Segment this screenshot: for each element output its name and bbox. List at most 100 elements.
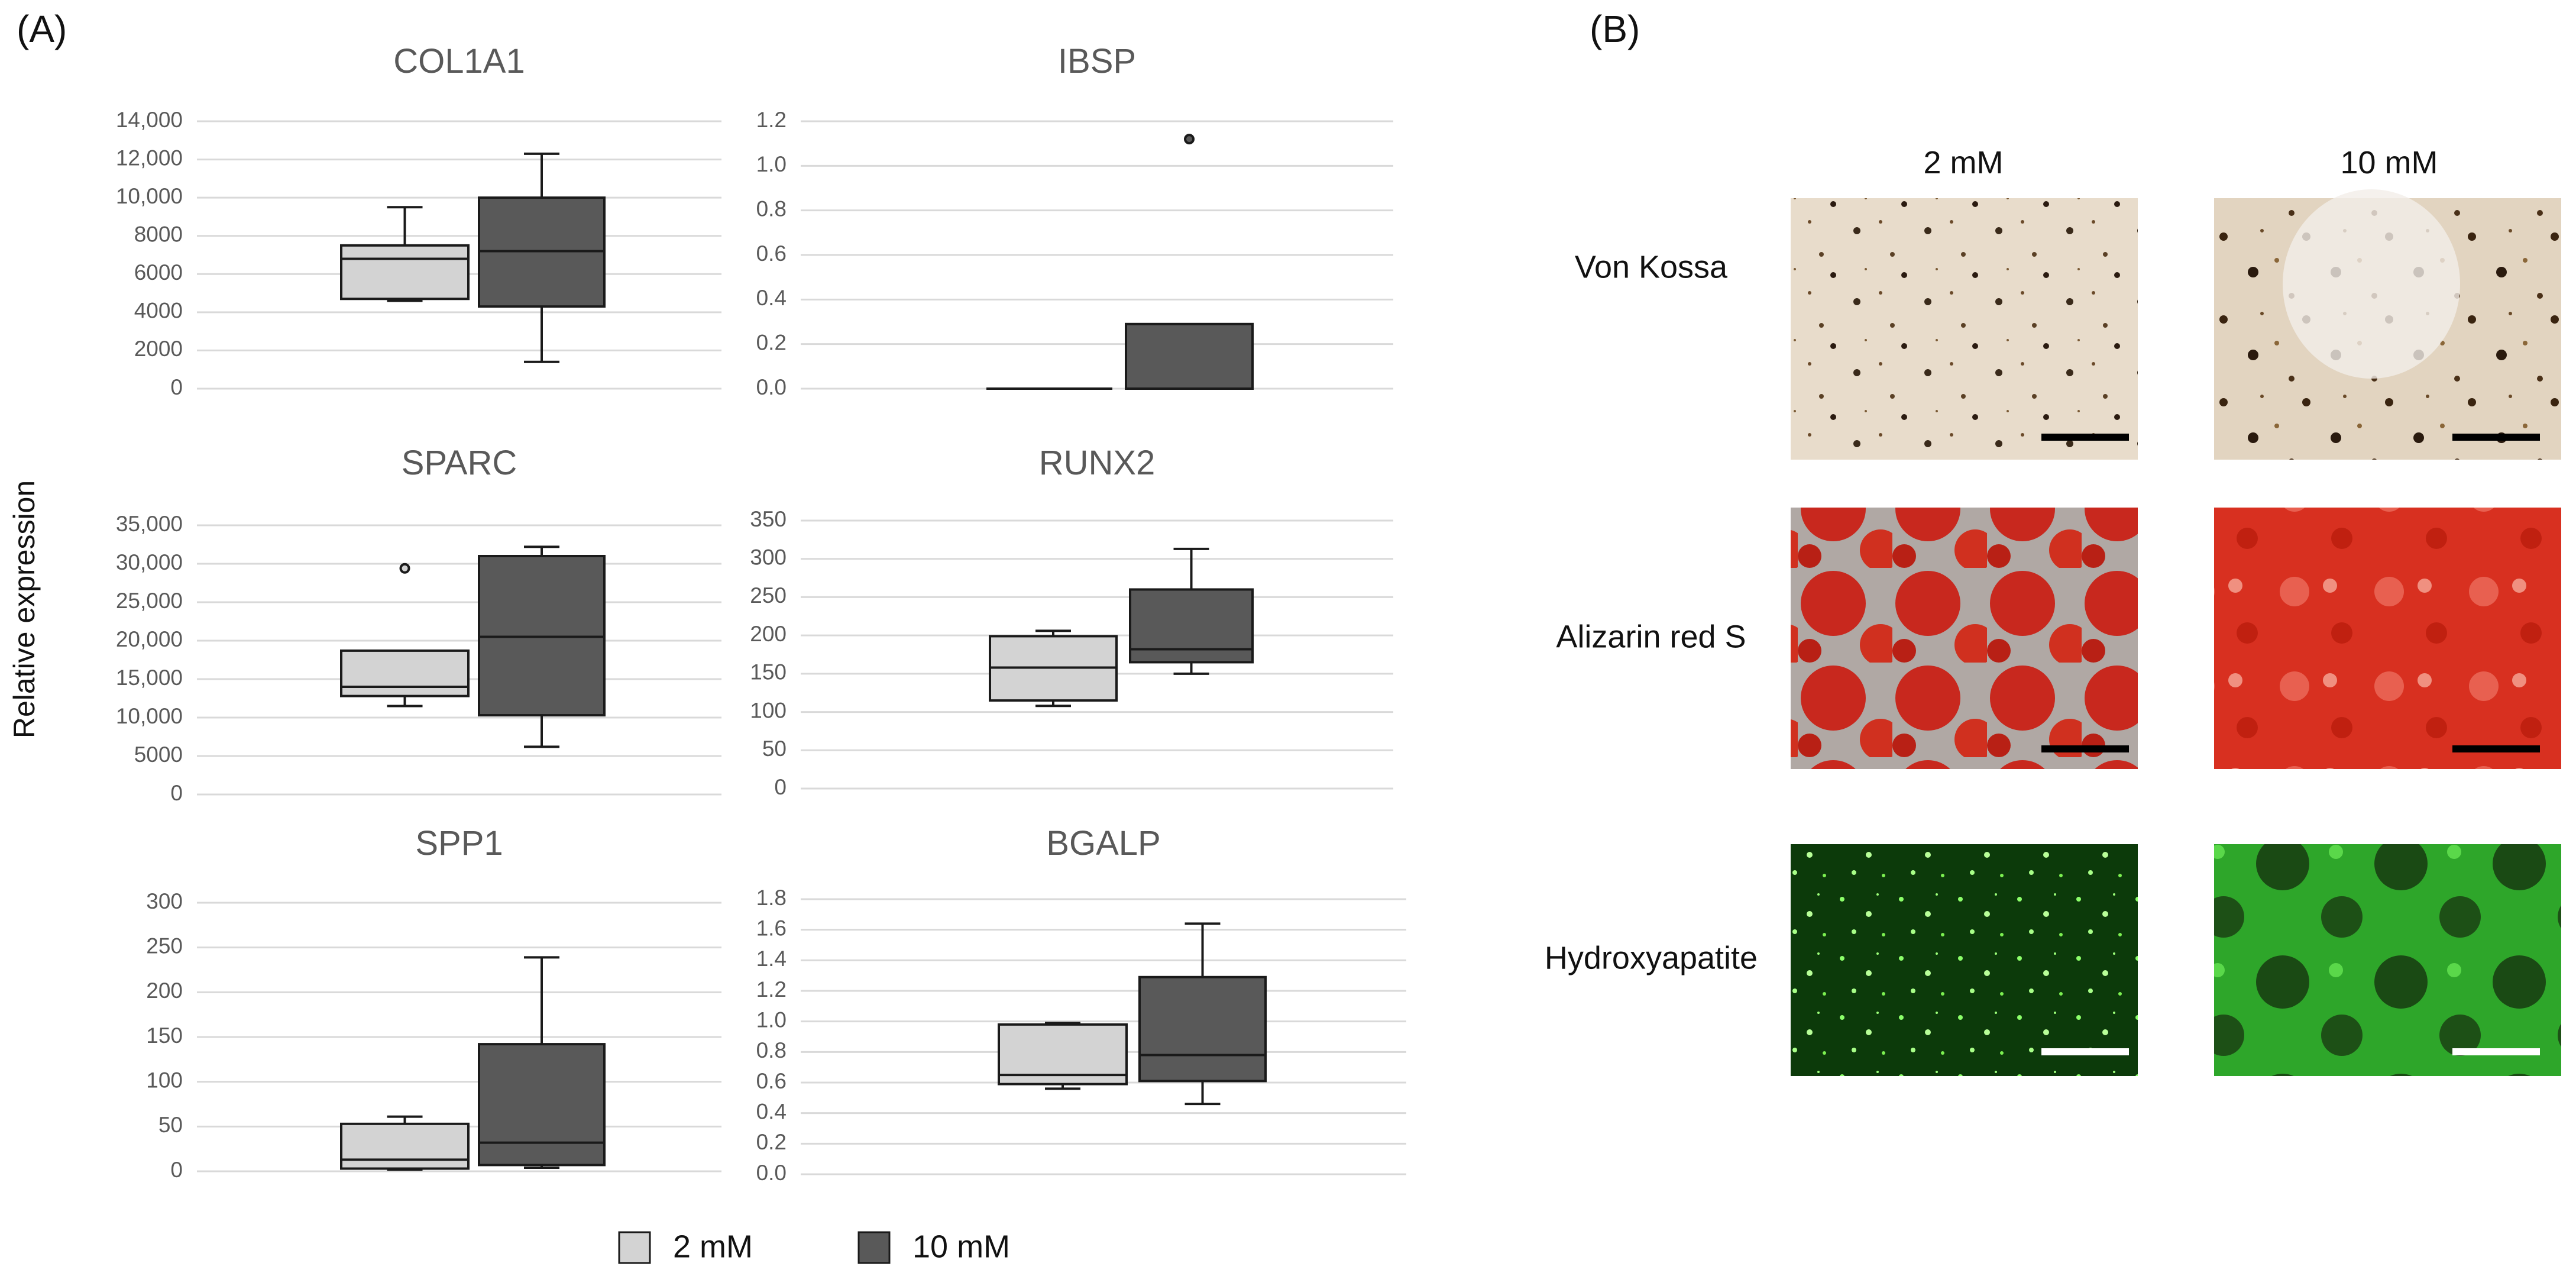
box-iqr	[478, 1043, 606, 1167]
legend-label-10mm: 10 mM	[912, 1229, 1010, 1264]
y-tick-label: 250	[146, 933, 183, 958]
micrograph-von-kossa-2mm	[1791, 198, 2138, 460]
y-tick-label: 0.8	[756, 196, 787, 221]
y-tick-label: 10,000	[116, 184, 183, 208]
y-tick-label: 100	[750, 698, 787, 722]
y-tick-label: 50	[158, 1113, 183, 1137]
row-label-hydroxyapatite: Hydroxyapatite	[1545, 940, 1758, 975]
chart-col1a1: COL1A1 0 2000 4000 6000 8000 10,000 12,000 14,00…	[116, 42, 721, 399]
row-label-alizarin-red-s: Alizarin red S	[1556, 619, 1746, 654]
box-iqr	[340, 649, 470, 697]
legend-label-2mm: 2 mM	[673, 1229, 753, 1264]
legend: 2 mM 10 mM	[618, 1229, 1010, 1264]
chart-bgalp: BGALP 0.0 0.2 0.4 0.6 0.8 1.0 1.2 1.4 1.6 1.8	[756, 824, 1406, 1185]
legend-swatch-2mm	[618, 1231, 651, 1264]
box-iqr	[1129, 588, 1254, 664]
y-tick-label: 0.0	[756, 1161, 787, 1185]
y-tick-label: 150	[750, 660, 787, 684]
y-tick-label: 350	[750, 507, 787, 531]
y-tick-label: 1.8	[756, 886, 787, 910]
y-tick-label: 0.6	[756, 241, 787, 266]
y-tick-label: 200	[750, 622, 787, 646]
y-tick-label: 2000	[134, 337, 183, 361]
y-tick-label: 12,000	[116, 146, 183, 170]
chart-title: SPP1	[415, 824, 503, 862]
y-tick-label: 1.4	[756, 946, 787, 971]
box-2mm	[340, 206, 470, 302]
y-tick-label: 35,000	[116, 512, 183, 536]
micrograph-alizarin-2mm	[1791, 508, 2138, 769]
y-tick-label: 25,000	[116, 589, 183, 613]
y-tick-label: 0.2	[756, 1130, 787, 1154]
micrograph-alizarin-10mm	[2214, 508, 2561, 769]
micrograph-panel: 2 mM 10 mM Von Kossa Alizarin red S Hydr…	[1545, 145, 2561, 1076]
y-tick-label: 30,000	[116, 550, 183, 574]
y-tick-label: 50	[762, 736, 787, 761]
y-tick-label: 200	[146, 978, 183, 1003]
box-10mm	[478, 545, 606, 748]
box-iqr	[340, 244, 470, 301]
micrograph-von-kossa-10mm	[2214, 189, 2561, 460]
row-label-von-kossa: Von Kossa	[1575, 249, 1728, 285]
y-tick-label: 1.2	[756, 977, 787, 1002]
micrograph-hydroxyapatite-2mm	[1791, 844, 2138, 1076]
box-10mm	[1125, 134, 1254, 390]
column-header-2mm: 2 mM	[1924, 145, 2004, 180]
y-tick-label: 0	[774, 775, 787, 799]
y-tick-label: 6000	[134, 260, 183, 285]
box-2mm	[340, 563, 470, 708]
scale-bar	[2452, 1048, 2540, 1055]
y-tick-label: 15,000	[116, 666, 183, 690]
scale-bar	[2041, 434, 2129, 441]
chart-title: SPARC	[402, 444, 517, 482]
y-tick-label: 0.6	[756, 1069, 787, 1093]
scale-bar	[2041, 745, 2129, 752]
scale-bar	[2452, 745, 2540, 752]
outlier-point	[399, 563, 410, 574]
y-tick-label: 5000	[134, 742, 183, 767]
y-tick-label: 300	[750, 545, 787, 569]
y-tick-label: 250	[750, 583, 787, 608]
chart-ibsp: IBSP 0.0 0.2 0.4 0.6 0.8 1.0 1.2	[756, 42, 1393, 399]
box-10mm	[1138, 922, 1267, 1106]
box-iqr	[1138, 975, 1267, 1083]
y-tick-label: 0	[170, 781, 183, 805]
scale-bar	[2041, 1048, 2129, 1055]
boxplot-charts: COL1A10200040006000800010,00012,00014,00…	[116, 42, 1406, 1185]
chart-title: RUNX2	[1039, 444, 1156, 482]
y-tick-label: 0	[170, 375, 183, 399]
y-tick-label: 150	[146, 1023, 183, 1048]
y-tick-label: 300	[146, 889, 183, 913]
y-tick-label: 1.6	[756, 916, 787, 940]
box-10mm	[478, 956, 606, 1169]
y-tick-label: 0.4	[756, 1099, 787, 1123]
y-tick-label: 100	[146, 1068, 183, 1092]
y-tick-label: 0	[170, 1158, 183, 1182]
chart-title: COL1A1	[393, 42, 525, 80]
y-tick-label: 1.0	[756, 152, 787, 176]
box-2mm	[340, 1115, 470, 1171]
legend-swatch-10mm	[857, 1231, 891, 1264]
box-iqr	[1125, 322, 1254, 390]
box-2mm	[998, 1022, 1128, 1090]
box-10mm	[1129, 547, 1254, 675]
panel-b-label: (B)	[1590, 8, 1640, 50]
column-header-10mm: 10 mM	[2340, 145, 2438, 180]
box-2mm	[989, 629, 1118, 708]
y-tick-label: 0.0	[756, 375, 787, 399]
micrograph-hydroxyapatite-10mm	[2214, 844, 2561, 1076]
chart-spp1: SPP1 0 50 100 150 200 250 300	[146, 824, 721, 1182]
y-tick-label: 20,000	[116, 627, 183, 651]
y-tick-label: 8000	[134, 222, 183, 246]
chart-title: IBSP	[1058, 42, 1136, 80]
panel-a-label: (A)	[17, 8, 67, 50]
y-tick-label: 14,000	[116, 108, 183, 132]
y-axis-label: Relative expression	[8, 480, 41, 738]
y-tick-label: 10,000	[116, 704, 183, 728]
chart-runx2: RUNX2 0 50 100 150 200 250 300 350	[750, 444, 1393, 799]
chart-title: BGALP	[1046, 824, 1160, 862]
y-tick-label: 0.8	[756, 1038, 787, 1062]
box-10mm	[478, 152, 606, 363]
y-tick-label: 0.2	[756, 330, 787, 354]
